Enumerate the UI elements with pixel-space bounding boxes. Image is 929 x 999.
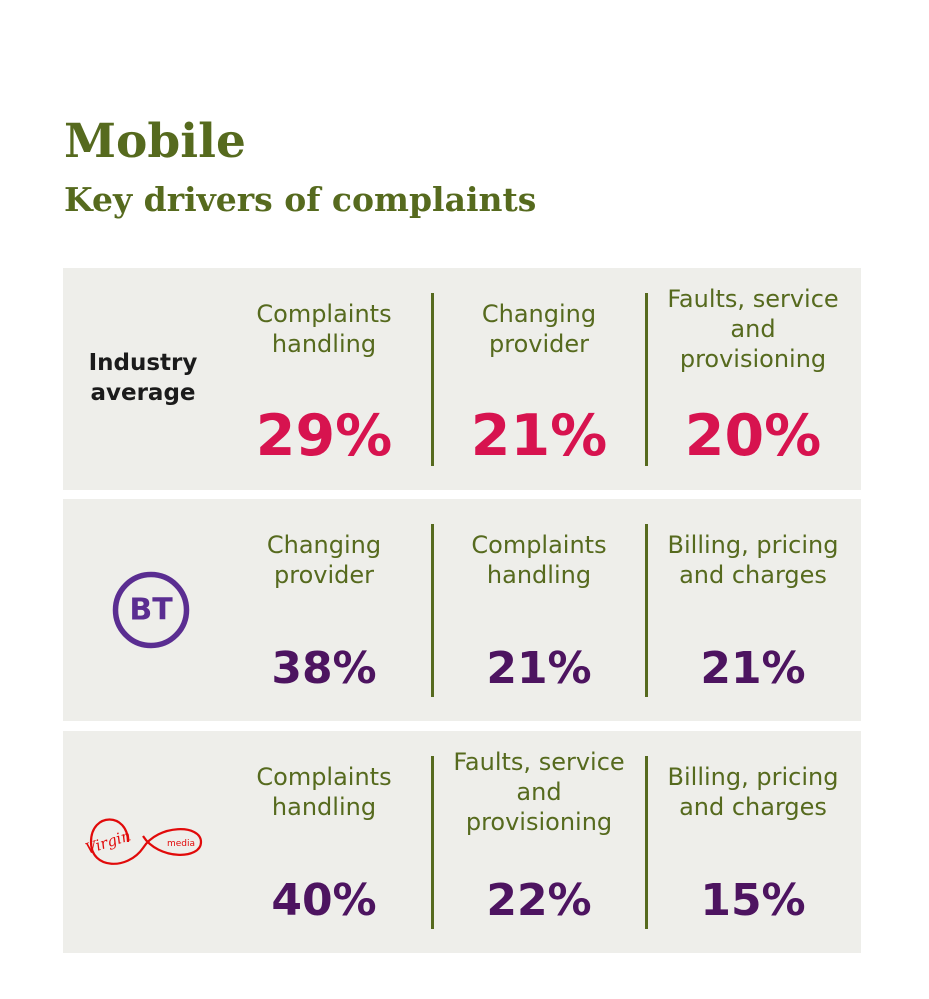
driver-value: 20%: [684, 403, 822, 469]
bt-panel: BT Changing provider 38% Complaints hand…: [63, 499, 861, 721]
provider-cell: Virgin media: [63, 731, 223, 953]
virgin-media-logo-icon: Virgin media: [83, 818, 203, 865]
bt-logo-ring: [112, 571, 190, 649]
media-logo-text: media: [167, 839, 195, 849]
driver-value: 21%: [700, 643, 806, 694]
column-divider: [431, 756, 434, 929]
driver-label: Billing, pricing and charges: [667, 763, 839, 821]
column-divider: [645, 756, 648, 929]
column-divider: [431, 524, 434, 697]
driver-value: 21%: [486, 643, 592, 694]
virgin-media-loop: [89, 818, 203, 865]
driver-cell: Complaints handling 21%: [432, 499, 646, 721]
driver-cell: Changing provider 38%: [217, 499, 431, 721]
driver-cell: Faults, service and provisioning 20%: [646, 268, 860, 490]
driver-cell: Faults, service and provisioning 22%: [432, 731, 646, 953]
driver-value: 22%: [486, 875, 592, 926]
driver-cell: Complaints handling 40%: [217, 731, 431, 953]
bt-logo-text: BT: [129, 593, 173, 628]
page-title: Mobile: [64, 114, 246, 169]
driver-label: Complaints handling: [256, 300, 392, 358]
industry-average-panel: Industry average Complaints handling 29%…: [63, 268, 861, 490]
provider-cell: BT: [63, 499, 223, 721]
driver-label: Billing, pricing and charges: [667, 531, 839, 589]
driver-label: Changing provider: [266, 531, 382, 589]
driver-label: Faults, service and provisioning: [667, 285, 839, 373]
driver-label: Faults, service and provisioning: [453, 748, 625, 836]
industry-average-label: Industry average: [88, 350, 198, 406]
driver-value: 29%: [255, 403, 393, 469]
provider-cell: Industry average: [63, 268, 223, 490]
virgin-media-panel: Virgin media Complaints handling 40% Fau…: [63, 731, 861, 953]
driver-value: 15%: [700, 875, 806, 926]
virgin-logo-text: Virgin: [83, 826, 133, 858]
driver-cell: Billing, pricing and charges 21%: [646, 499, 860, 721]
column-divider: [431, 293, 434, 466]
driver-cell: Complaints handling 29%: [217, 268, 431, 490]
driver-cell: Changing provider 21%: [432, 268, 646, 490]
page-subtitle: Key drivers of complaints: [64, 180, 537, 219]
column-divider: [645, 524, 648, 697]
column-divider: [645, 293, 648, 466]
driver-value: 38%: [271, 643, 377, 694]
driver-label: Changing provider: [481, 300, 597, 358]
driver-value: 21%: [470, 403, 608, 469]
driver-value: 40%: [271, 875, 377, 926]
bt-logo-icon: BT: [112, 571, 190, 649]
driver-label: Complaints handling: [256, 763, 392, 821]
driver-cell: Billing, pricing and charges 15%: [646, 731, 860, 953]
driver-label: Complaints handling: [471, 531, 607, 589]
